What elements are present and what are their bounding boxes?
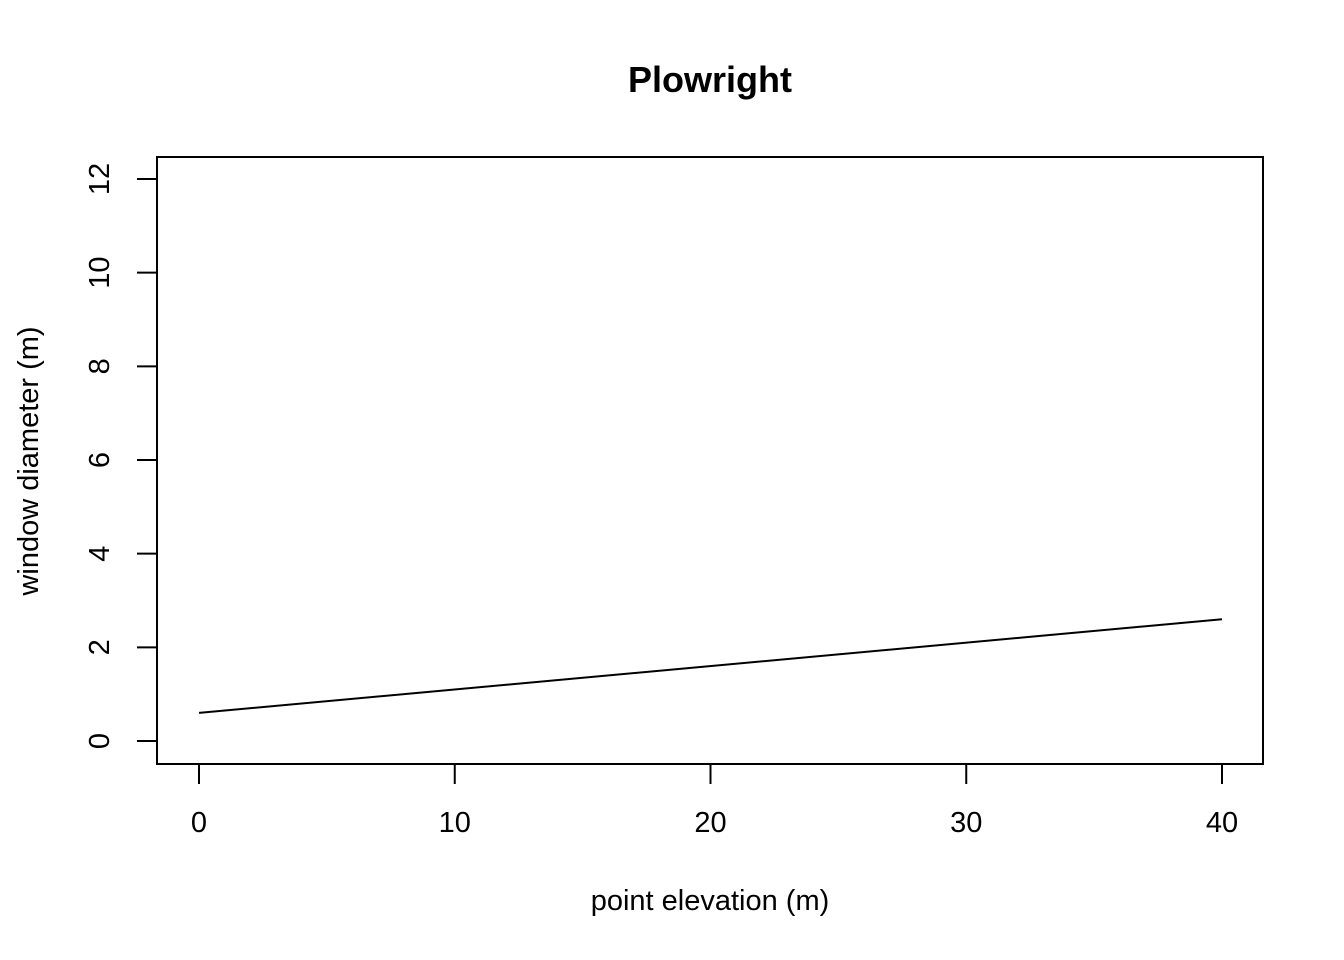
y-tick-label: 10 <box>84 257 116 289</box>
x-tick-label: 40 <box>1206 807 1238 839</box>
y-axis: 0 2 4 6 8 10 12 <box>84 163 158 749</box>
x-tick-label: 30 <box>950 807 982 839</box>
y-tick-label: 0 <box>84 733 116 749</box>
x-tick-label: 0 <box>191 807 207 839</box>
plot-frame <box>156 156 1264 765</box>
y-tick-label: 2 <box>84 639 116 655</box>
y-tick-label: 4 <box>84 546 116 562</box>
y-axis-label: window diameter (m) <box>13 326 45 596</box>
x-tick-label: 20 <box>694 807 726 839</box>
y-tick-label: 12 <box>84 163 116 195</box>
series-layer <box>198 618 1223 714</box>
x-tick-label: 10 <box>439 807 471 839</box>
x-axis-label: point elevation (m) <box>591 885 830 917</box>
y-tick-label: 6 <box>84 452 116 468</box>
y-tick-label: 8 <box>84 358 116 374</box>
series-line <box>198 618 1223 714</box>
chart-title: Plowright <box>628 59 792 100</box>
x-axis: 0 10 20 30 40 <box>191 763 1238 839</box>
